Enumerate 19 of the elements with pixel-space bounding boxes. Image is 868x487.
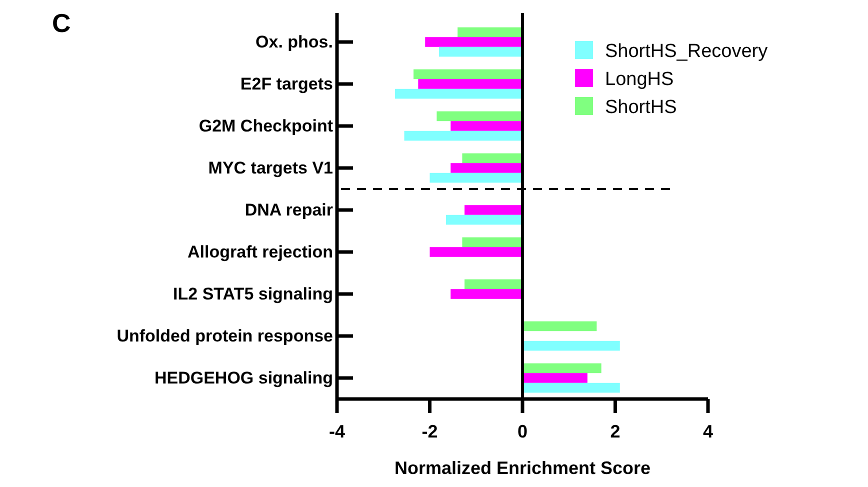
x-axis-title: Normalized Enrichment Score <box>394 458 651 478</box>
y-tick-label: G2M Checkpoint <box>198 116 334 136</box>
legend-label: ShortHS <box>605 97 677 118</box>
y-tick-label: HEDGEHOG signaling <box>154 368 333 388</box>
legend-label: ShortHS_Recovery <box>605 41 768 62</box>
x-tick-label: 4 <box>702 422 714 442</box>
y-tick-label: DNA repair <box>244 200 334 220</box>
x-tick-label: -4 <box>328 422 346 442</box>
y-tick-label: MYC targets V1 <box>208 158 333 178</box>
y-tick-label: Allograft rejection <box>188 242 333 262</box>
y-tick-label: Unfolded protein response <box>116 326 333 346</box>
x-tick-label: -2 <box>422 422 438 442</box>
x-tick-label: 0 <box>517 422 528 442</box>
text: C <box>52 8 71 38</box>
y-tick-label: E2F targets <box>240 74 333 94</box>
legend-label: LongHS <box>605 69 674 90</box>
y-tick-label: IL2 STAT5 signaling <box>173 284 333 304</box>
y-tick-label: Ox. phos. <box>256 32 333 52</box>
x-tick-label: 2 <box>610 422 620 442</box>
